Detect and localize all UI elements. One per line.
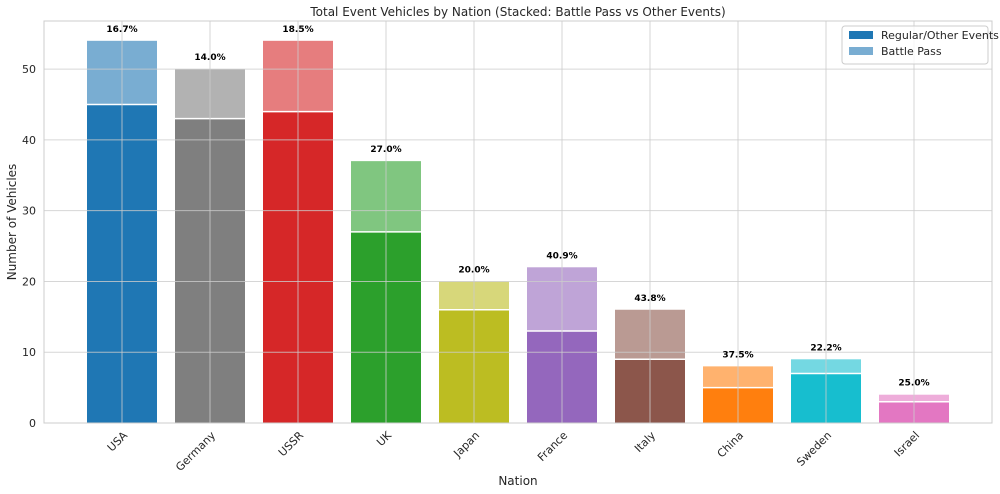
legend-swatch-battle-pass xyxy=(849,47,873,55)
y-tick-label: 0 xyxy=(29,417,36,430)
percent-label: 20.0% xyxy=(458,265,489,275)
legend-swatch-regular xyxy=(849,31,873,39)
percent-label: 18.5% xyxy=(282,25,313,35)
percent-label: 14.0% xyxy=(194,53,225,63)
x-tick-label: Japan xyxy=(451,429,483,461)
y-tick-label: 20 xyxy=(22,275,36,288)
y-tick-label: 50 xyxy=(22,63,36,76)
x-tick-label: USA xyxy=(105,429,131,455)
percent-label: 16.7% xyxy=(106,25,137,35)
percent-label: 22.2% xyxy=(810,343,841,353)
y-tick-label: 10 xyxy=(22,346,36,359)
x-tick-label: France xyxy=(535,429,570,464)
percent-label: 25.0% xyxy=(898,379,929,389)
legend-label-regular: Regular/Other Events xyxy=(881,29,999,42)
plot-frame xyxy=(43,20,993,424)
percent-label: 43.8% xyxy=(634,294,665,304)
x-tick-label: Italy xyxy=(632,429,658,455)
x-tick-label: Germany xyxy=(173,429,218,474)
y-axis-label: Number of Vehicles xyxy=(5,164,19,281)
chart-title: Total Event Vehicles by Nation (Stacked:… xyxy=(309,5,725,19)
x-tick-label: China xyxy=(715,429,746,460)
x-tick-label: Israel xyxy=(892,429,922,459)
x-tick-label: Sweden xyxy=(794,429,834,469)
percent-label: 40.9% xyxy=(546,251,577,261)
x-tick-label: USSR xyxy=(276,429,306,459)
percent-label: 37.5% xyxy=(722,350,753,360)
x-tick-label: UK xyxy=(374,428,395,449)
legend-label-battle-pass: Battle Pass xyxy=(881,45,942,58)
legend: Regular/Other Events Battle Pass xyxy=(841,25,999,65)
y-tick-label: 40 xyxy=(22,134,36,147)
x-axis-label: Nation xyxy=(498,474,537,488)
y-tick-label: 30 xyxy=(22,205,36,218)
percent-label: 27.0% xyxy=(370,145,401,155)
